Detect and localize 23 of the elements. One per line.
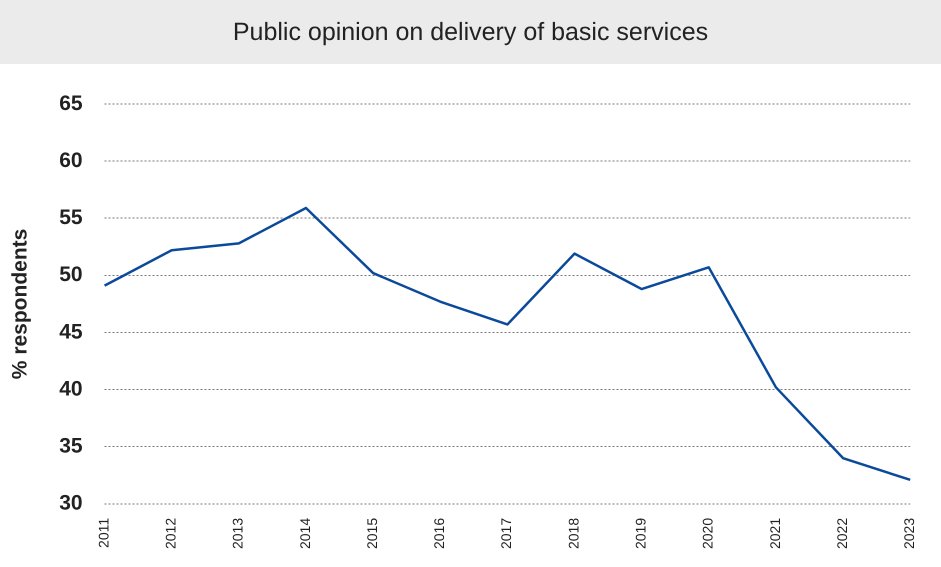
y-tick-label: 65 — [59, 92, 83, 115]
y-tick-label: 50 — [59, 263, 83, 286]
y-tick-label: 60 — [59, 148, 83, 172]
x-tick-label: 2014 — [296, 518, 313, 550]
y-axis-title: % respondents — [8, 228, 32, 380]
x-tick-label: 2011 — [95, 518, 112, 548]
y-tick-label: 40 — [59, 377, 83, 400]
x-tick-label: 2022 — [834, 518, 850, 550]
x-tick-label: 2017 — [498, 518, 514, 550]
x-tick-label: 2023 — [901, 518, 918, 550]
y-tick-label: 35 — [59, 434, 83, 458]
x-tick-label: 2015 — [364, 518, 380, 550]
x-tick-label: 2013 — [230, 518, 246, 550]
x-tick-label: 2021 — [766, 518, 783, 550]
x-tick-label: 2016 — [431, 518, 448, 550]
y-tick-label: 55 — [59, 206, 83, 230]
y-tick-label: 30 — [59, 492, 83, 515]
x-tick-label: 2012 — [162, 518, 179, 550]
x-tick-label: 2020 — [700, 518, 716, 550]
y-tick-label: 45 — [59, 320, 83, 344]
x-tick-label: 2018 — [565, 518, 582, 550]
chart-title: Public opinion on delivery of basic services — [0, 0, 941, 64]
x-tick-label: 2019 — [632, 518, 649, 550]
